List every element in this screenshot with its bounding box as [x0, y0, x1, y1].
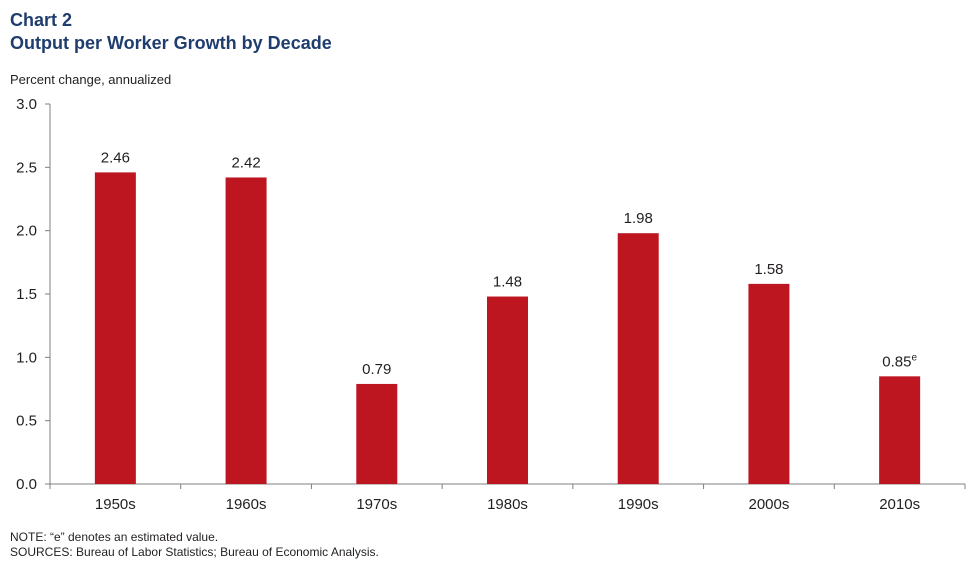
note-text: NOTE: “e” denotes an estimated value.	[10, 530, 219, 544]
chart-label: Chart 2	[10, 10, 73, 30]
data-label: 2.46	[101, 149, 130, 166]
bar-1950s	[94, 172, 136, 484]
y-tick-label: 1.0	[16, 349, 37, 366]
x-tick-label: 1970s	[356, 496, 397, 513]
footnotes: NOTE: “e” denotes an estimated value. SO…	[10, 530, 379, 560]
sources-text: SOURCES: Bureau of Labor Statistics; Bur…	[10, 545, 379, 559]
y-axis: 0.0 0.5 1.0 1.5 2.0 2.5 3.0	[16, 96, 51, 493]
bar-1990s	[617, 233, 659, 484]
x-tick-label: 1960s	[226, 496, 267, 513]
y-tick-label: 2.5	[16, 159, 37, 176]
data-label: 1.48	[493, 274, 522, 291]
x-tick-label: 1990s	[618, 496, 659, 513]
y-tick-label: 0.5	[16, 413, 37, 430]
bars	[94, 172, 921, 484]
chart-title: Output per Worker Growth by Decade	[10, 33, 332, 53]
y-axis-unit-label: Percent change, annualized	[10, 72, 172, 87]
bar-1980s	[487, 296, 528, 484]
bar-2010s	[879, 376, 921, 484]
y-tick-label: 0.0	[16, 476, 37, 493]
x-tick-label: 2000s	[748, 496, 789, 513]
x-axis: 1950s 1960s 1970s 1980s 1990s 2000s 2010s	[49, 483, 966, 513]
data-label: 0.85e	[882, 352, 917, 370]
x-tick-label: 1980s	[487, 496, 528, 513]
estimate-marker: e	[911, 352, 917, 363]
y-tick-label: 2.0	[16, 223, 37, 240]
data-label: 1.58	[754, 261, 783, 278]
data-label: 1.98	[624, 210, 653, 227]
bar-2000s	[748, 283, 790, 484]
x-tick-label: 1950s	[95, 496, 136, 513]
y-tick-label: 1.5	[16, 286, 37, 303]
data-label: 2.42	[231, 154, 260, 171]
data-label: 0.79	[362, 361, 391, 378]
bar-1960s	[225, 177, 267, 484]
data-labels: 2.46 2.42 0.79 1.48 1.98 1.58 0.85e	[101, 149, 918, 378]
bar-1970s	[356, 383, 398, 484]
x-tick-label: 2010s	[879, 496, 920, 513]
y-tick-label: 3.0	[16, 96, 37, 113]
